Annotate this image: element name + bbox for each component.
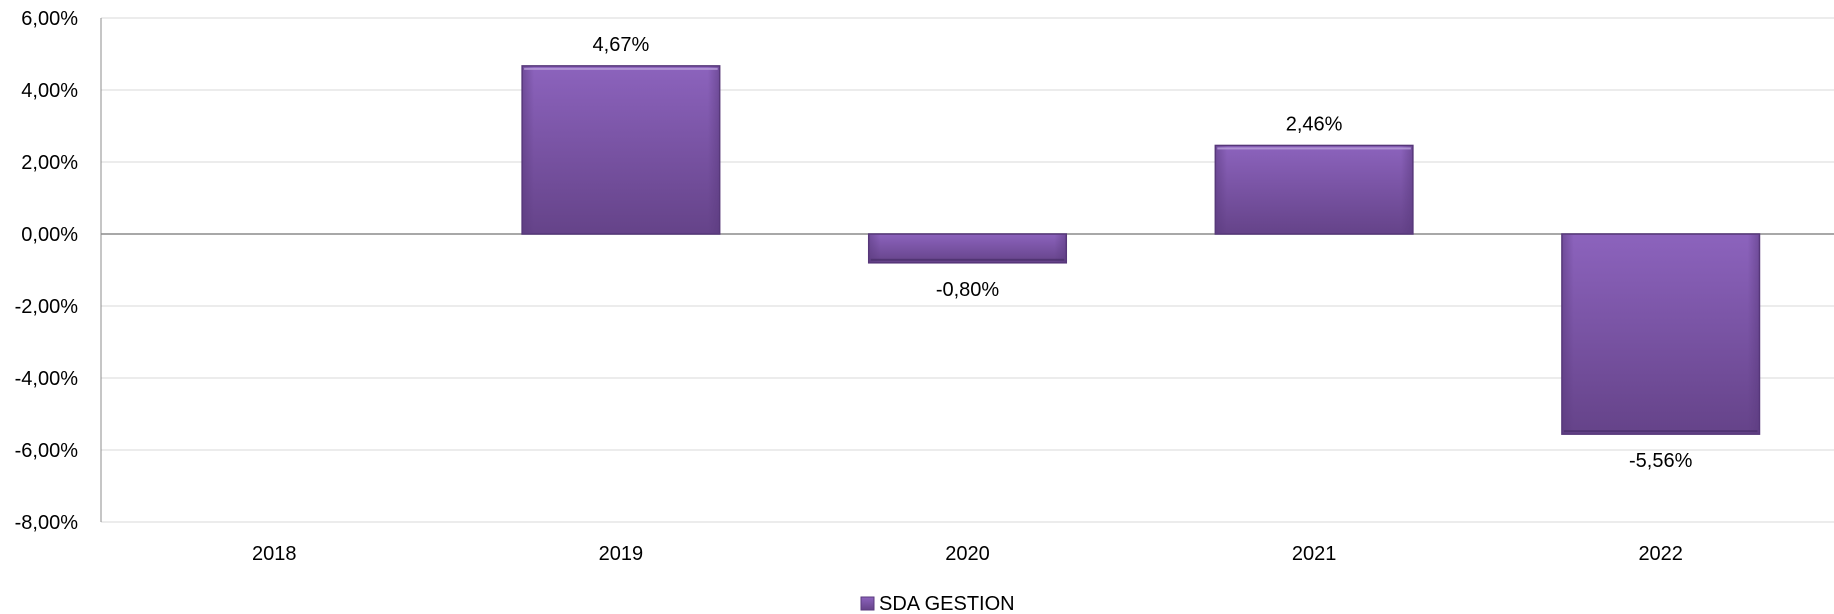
y-tick-label: 0,00%: [21, 224, 78, 246]
bar-bevel: [870, 258, 1065, 261]
legend-label: SDA GESTION: [879, 593, 1015, 614]
bar-shade: [868, 234, 1067, 263]
x-tick-label: 2020: [945, 543, 990, 565]
y-tick-label: -4,00%: [15, 368, 79, 390]
x-tick-label: 2022: [1638, 543, 1683, 565]
data-label: -0,80%: [936, 279, 1000, 301]
y-tick-label: 2,00%: [21, 152, 78, 174]
y-tick-label: -8,00%: [15, 512, 79, 534]
bar-shade: [1561, 234, 1760, 435]
data-label: -5,56%: [1629, 450, 1693, 472]
bar: [1561, 233, 1761, 435]
y-tick-label: -2,00%: [15, 296, 79, 318]
bar-bevel: [524, 67, 718, 70]
y-tick-label: 4,00%: [21, 80, 78, 102]
bar: [521, 65, 721, 235]
bar-shade: [522, 65, 720, 234]
y-tick-label: -6,00%: [15, 440, 79, 462]
y-tick-label: 6,00%: [21, 8, 78, 30]
bar-bevel: [1563, 430, 1758, 433]
x-tick-label: 2018: [252, 543, 297, 565]
bar: [867, 233, 1068, 264]
bars: [521, 65, 1761, 435]
gridlines: [101, 17, 1834, 523]
bar-shade: [1215, 145, 1413, 234]
x-tick-label: 2019: [599, 543, 644, 565]
data-label: 2,46%: [1286, 113, 1343, 135]
x-tick-label: 2021: [1292, 543, 1337, 565]
data-label: 4,67%: [593, 34, 650, 56]
bar: [1214, 144, 1414, 235]
bar-bevel: [1217, 147, 1411, 150]
axes: 6,00% 4,00% 2,00% 0,00% -2,00% -4,00% -6,00% -8…: [15, 8, 1834, 565]
legend: SDA GESTION: [860, 593, 1015, 614]
labels: 4,67% -0,80% 2,46% -5,56%: [593, 34, 1693, 472]
legend-swatch: [860, 596, 875, 611]
